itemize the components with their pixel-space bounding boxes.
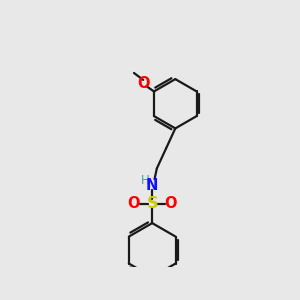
- Text: O: O: [137, 76, 149, 91]
- Text: O: O: [164, 196, 177, 211]
- Text: H: H: [141, 174, 150, 187]
- Text: O: O: [128, 196, 140, 211]
- Text: N: N: [146, 178, 158, 193]
- Text: S: S: [146, 196, 158, 211]
